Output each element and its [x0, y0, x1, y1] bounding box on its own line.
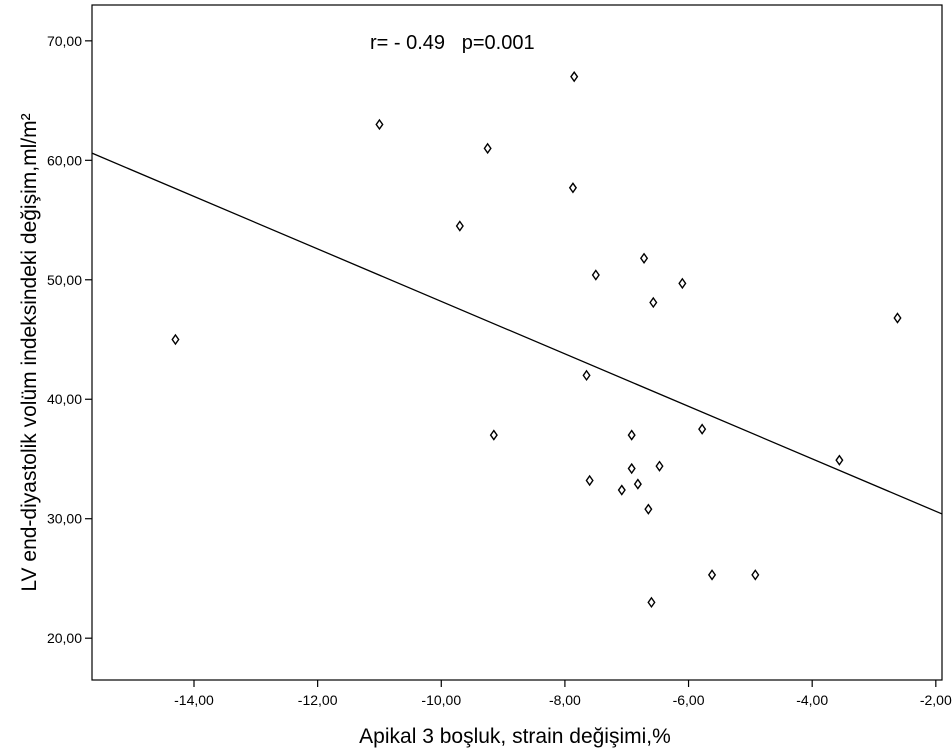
data-point: [489, 429, 498, 441]
y-tick-label: 40,00: [47, 391, 82, 407]
data-point: [627, 429, 636, 441]
x-tick-label: -4,00: [796, 692, 828, 708]
y-axis-ticks: 20,00 30,00 40,00 50,00 60,00 70,00: [47, 33, 92, 646]
data-point: [678, 277, 687, 290]
data-point: [644, 503, 653, 515]
data-point: [639, 252, 649, 264]
x-axis-ticks: -14,00 -12,00 -10,00 -8,00 -6,00 -4,00 -2,00: [174, 680, 952, 708]
data-point: [585, 474, 594, 487]
x-axis-title: Apikal 3 boşluk, strain değişimi,%: [359, 725, 671, 748]
data-point: [591, 269, 600, 281]
data-point: [698, 423, 707, 435]
data-point: [483, 142, 492, 155]
data-point: [633, 478, 642, 490]
data-point: [649, 296, 658, 309]
data-point: [627, 462, 636, 475]
y-axis-title: LV end-diyastolik volüm indeksindeki değ…: [18, 113, 41, 591]
y-tick-label: 60,00: [47, 152, 82, 168]
data-point: [570, 70, 579, 83]
data-point: [647, 596, 656, 609]
plot-area: [91, 4, 943, 681]
x-tick-label: -14,00: [174, 692, 214, 708]
x-tick-label: -10,00: [421, 692, 461, 708]
data-point: [835, 454, 844, 466]
data-point: [751, 569, 760, 581]
x-tick-label: -6,00: [673, 692, 705, 708]
y-tick-label: 20,00: [47, 630, 82, 646]
data-point: [617, 484, 626, 496]
regression-line: [91, 152, 943, 515]
y-tick-label: 30,00: [47, 511, 82, 527]
data-point: [568, 182, 578, 194]
x-tick-label: -12,00: [298, 692, 338, 708]
data-point: [655, 460, 664, 472]
correlation-annotation: r= - 0.49 p=0.001: [370, 32, 535, 54]
x-tick-label: -2,00: [920, 692, 952, 708]
data-point: [455, 220, 464, 232]
plot-frame: [91, 4, 943, 681]
data-point: [171, 333, 180, 346]
y-tick-label: 50,00: [47, 272, 82, 288]
data-point: [893, 312, 902, 324]
x-tick-label: -8,00: [549, 692, 581, 708]
data-point: [707, 569, 717, 581]
data-point: [582, 369, 591, 382]
data-point: [375, 118, 384, 131]
y-tick-label: 70,00: [47, 33, 82, 49]
